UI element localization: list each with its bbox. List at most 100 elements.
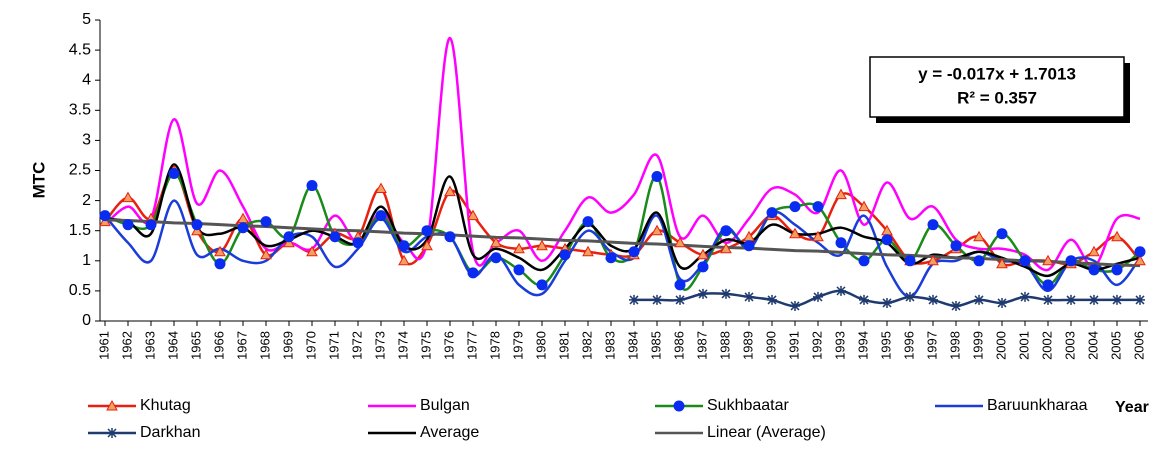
marker xyxy=(651,224,663,236)
legend-item: Darkhan xyxy=(88,424,200,441)
x-tick-label: 2006 xyxy=(1131,331,1146,360)
x-tick-label: 1971 xyxy=(326,331,341,360)
x-tick-label: 1985 xyxy=(648,331,663,360)
legend-item: Baruunkharaa xyxy=(935,397,1088,414)
marker xyxy=(1065,255,1077,267)
marker xyxy=(766,207,778,219)
x-tick-label: 1975 xyxy=(418,331,433,360)
marker xyxy=(145,219,157,231)
x-tick-label: 1997 xyxy=(924,331,939,360)
marker xyxy=(444,185,456,197)
marker xyxy=(444,231,456,243)
marker xyxy=(882,297,892,308)
legend-item: Bulgan xyxy=(368,397,470,414)
marker xyxy=(536,279,548,291)
x-tick-label: 2005 xyxy=(1108,331,1123,360)
annotation: R² = 0.357 xyxy=(957,88,1037,107)
marker xyxy=(789,227,801,239)
x-tick-label: 2004 xyxy=(1085,331,1100,360)
marker xyxy=(1042,279,1054,291)
marker xyxy=(513,242,525,254)
marker xyxy=(191,224,203,236)
marker xyxy=(858,200,870,212)
marker xyxy=(651,171,663,183)
marker xyxy=(835,188,847,200)
marker xyxy=(260,216,272,228)
marker xyxy=(950,240,962,252)
marker xyxy=(1135,294,1145,305)
marker xyxy=(99,210,111,222)
marker xyxy=(375,210,387,222)
y-tick-label: 4.5 xyxy=(69,41,91,58)
series-line xyxy=(104,172,1141,291)
marker xyxy=(1112,294,1122,305)
x-tick-label: 1965 xyxy=(188,331,203,360)
x-tick-label: 1970 xyxy=(303,331,318,360)
x-tick-label: 1979 xyxy=(510,331,525,360)
marker xyxy=(1088,245,1100,257)
marker xyxy=(812,230,824,242)
y-tick-label: 4 xyxy=(82,71,91,88)
marker xyxy=(697,261,709,273)
marker xyxy=(260,248,272,260)
marker xyxy=(673,400,685,412)
marker xyxy=(122,219,134,231)
marker xyxy=(904,255,916,267)
x-tick-label: 1966 xyxy=(211,331,226,360)
x-tick-label: 1962 xyxy=(119,331,134,360)
marker xyxy=(283,236,295,248)
x-axis-label: Year xyxy=(1115,399,1149,416)
marker xyxy=(107,428,117,438)
y-tick-label: 3 xyxy=(82,132,91,149)
marker xyxy=(214,245,226,257)
marker xyxy=(122,191,134,203)
series-line xyxy=(104,36,1141,272)
x-tick-label: 1993 xyxy=(832,331,847,360)
legend-label: Bulgan xyxy=(420,397,470,414)
marker xyxy=(106,399,118,411)
marker xyxy=(467,267,479,279)
x-tick-label: 1969 xyxy=(280,331,295,360)
y-tick-label: 2.5 xyxy=(69,162,91,179)
marker xyxy=(1019,255,1031,267)
marker xyxy=(1042,254,1054,266)
marker xyxy=(1043,294,1053,305)
marker xyxy=(1088,264,1100,276)
marker xyxy=(721,288,731,299)
marker xyxy=(1089,294,1099,305)
x-tick-label: 1978 xyxy=(487,331,502,360)
legend-label: Sukhbaatar xyxy=(707,397,790,414)
marker xyxy=(905,291,915,302)
marker xyxy=(789,201,801,213)
y-tick-label: 2 xyxy=(82,192,91,209)
marker xyxy=(513,264,525,276)
marker xyxy=(744,291,754,302)
legend-label: Linear (Average) xyxy=(707,424,826,441)
x-tick-label: 1984 xyxy=(625,331,640,360)
marker xyxy=(720,225,732,237)
marker xyxy=(813,291,823,302)
x-tick-label: 1994 xyxy=(855,331,870,360)
x-tick-label: 1986 xyxy=(671,331,686,360)
series-line xyxy=(104,163,1141,278)
marker xyxy=(812,201,824,213)
x-tick-label: 1980 xyxy=(533,331,548,360)
marker xyxy=(835,237,847,249)
x-tick-label: 1974 xyxy=(395,331,410,360)
legend-item: Linear (Average) xyxy=(655,424,826,441)
marker xyxy=(306,245,318,257)
marker xyxy=(536,239,548,251)
marker xyxy=(99,215,111,227)
y-axis-label: MTC xyxy=(29,162,48,199)
marker xyxy=(168,168,180,180)
marker xyxy=(767,294,777,305)
marker xyxy=(675,294,685,305)
legend-label: Average xyxy=(420,424,479,441)
marker xyxy=(490,252,502,264)
x-tick-label: 1972 xyxy=(349,331,364,360)
legend-item: Sukhbaatar xyxy=(655,397,790,414)
marker xyxy=(283,231,295,243)
x-tick-label: 1982 xyxy=(579,331,594,360)
marker xyxy=(191,219,203,231)
marker xyxy=(927,219,939,231)
